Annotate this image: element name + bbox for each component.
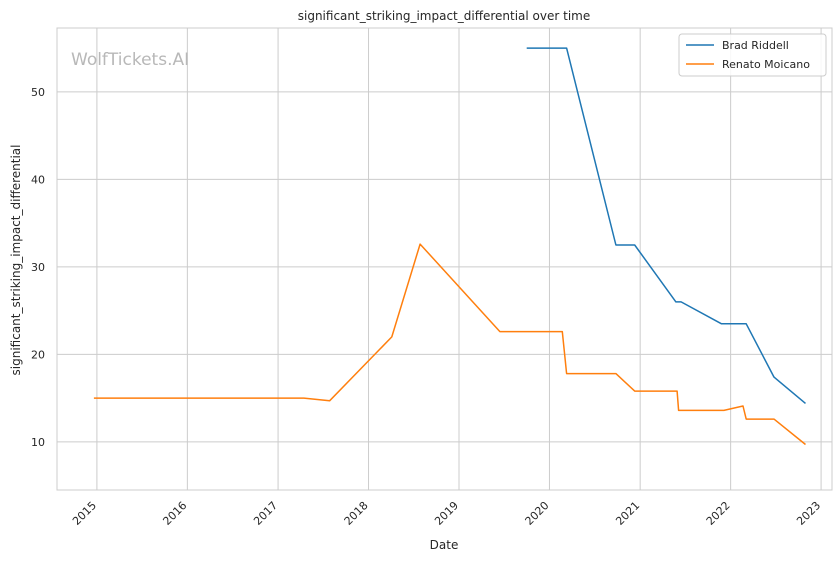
watermark: WolfTickets.AI	[71, 50, 189, 70]
x-tick-labels: 2015 2016 2017 2018 2019 2020 2021 2022 2023	[70, 499, 823, 528]
y-gridlines	[57, 91, 832, 443]
y-tick-labels: 10 20 30 40 50	[31, 86, 45, 449]
x-tick-label: 2017	[251, 499, 280, 528]
plot-frame	[56, 27, 833, 491]
legend-label: Brad Riddell	[722, 39, 789, 52]
series-line-1	[526, 47, 806, 404]
x-tick-label: 2021	[613, 499, 642, 528]
x-tick-label: 2015	[70, 499, 99, 528]
y-tick-label: 40	[31, 173, 45, 186]
chart-title: significant_striking_impact_differential…	[298, 9, 590, 23]
x-tick-label: 2016	[160, 499, 189, 528]
legend: Brad Riddell Renato Moicano	[678, 33, 827, 77]
y-tick-label: 50	[31, 86, 45, 99]
x-tick-label: 2018	[342, 499, 371, 528]
x-tick-label: 2022	[704, 499, 733, 528]
legend-label: Renato Moicano	[722, 58, 810, 71]
y-axis-title: significant_striking_impact_differential	[9, 145, 23, 376]
x-axis-title: Date	[430, 538, 459, 552]
legend-frame	[678, 33, 827, 77]
series-line-2	[93, 243, 806, 446]
y-tick-label: 30	[31, 261, 45, 274]
plot-background	[57, 28, 832, 490]
y-tick-label: 10	[31, 436, 45, 449]
x-tick-label: 2023	[794, 499, 823, 528]
x-tick-label: 2019	[432, 499, 461, 528]
x-gridlines	[96, 28, 822, 490]
y-tick-label: 20	[31, 348, 45, 361]
series-layer	[93, 47, 806, 446]
x-tick-label: 2020	[523, 499, 552, 528]
